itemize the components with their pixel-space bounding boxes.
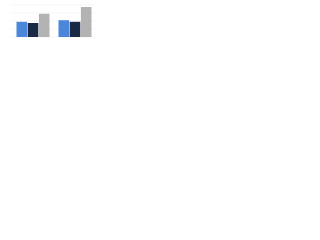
bar: [58, 20, 70, 37]
bar: [38, 13, 50, 38]
bar: [80, 7, 92, 37]
page: (() => { const data = JSON.parse(documen…: [0, 0, 100, 71]
chart: [0, 0, 100, 71]
bar: [16, 21, 28, 37]
bar: [27, 23, 39, 37]
bar: [69, 21, 81, 37]
